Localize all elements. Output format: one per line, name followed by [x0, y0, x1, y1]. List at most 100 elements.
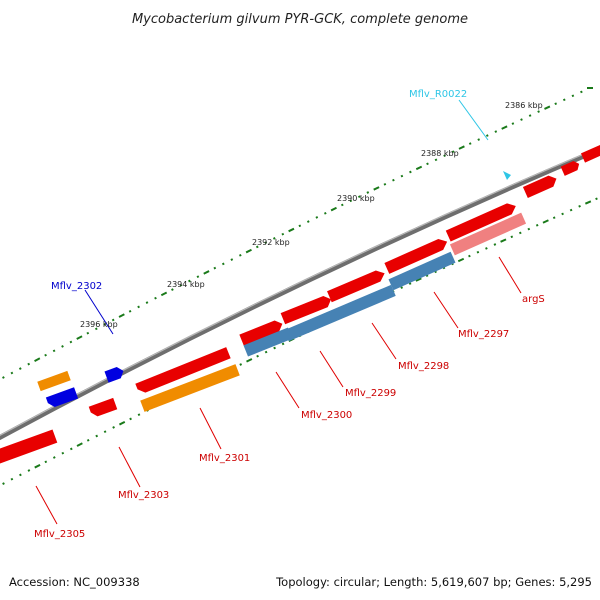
minor-tick — [264, 241, 268, 244]
gene-label[interactable]: Mflv_2303 — [118, 490, 169, 501]
map-title: Mycobacterium gilvum PYR-GCK, complete g… — [132, 12, 468, 27]
major-tick — [457, 257, 465, 263]
gene-label[interactable]: Mflv_2305 — [34, 529, 85, 540]
gene-feature[interactable] — [449, 212, 527, 256]
scale-label: 2396 kbp — [80, 320, 118, 329]
gene-feature[interactable] — [284, 284, 396, 342]
minor-tick — [273, 346, 276, 350]
trna-marker[interactable] — [503, 171, 511, 180]
gene-arrow[interactable] — [88, 397, 118, 418]
minor-tick — [44, 460, 48, 464]
minor-tick — [69, 447, 73, 451]
scale-label: 2386 kbp — [505, 101, 543, 110]
major-tick — [584, 200, 592, 205]
minor-tick — [383, 182, 387, 186]
minor-tick — [188, 279, 191, 283]
minor-tick — [95, 434, 99, 438]
minor-tick — [129, 417, 132, 421]
scale-label: 2394 kbp — [167, 280, 205, 289]
label-leaders — [35, 99, 522, 525]
minor-tick — [61, 451, 65, 455]
minor-tick — [272, 237, 276, 240]
minor-tick — [86, 438, 90, 442]
minor-tick — [27, 362, 31, 366]
gene-arrow[interactable] — [560, 159, 582, 176]
gene-label[interactable]: argS — [522, 294, 545, 305]
minor-tick — [264, 350, 268, 354]
gene-label[interactable]: Mflv_R0022 — [409, 89, 467, 100]
minor-tick — [255, 245, 259, 249]
minor-tick — [44, 353, 47, 357]
major-tick — [34, 463, 41, 469]
gene-arrow[interactable] — [327, 268, 387, 303]
minor-tick — [18, 367, 22, 370]
major-tick — [587, 87, 593, 89]
minor-tick — [528, 114, 532, 117]
major-tick — [415, 165, 423, 171]
minor-tick — [595, 197, 598, 201]
minor-tick — [569, 208, 573, 212]
gene-arrow[interactable] — [239, 318, 284, 346]
gene-feature[interactable] — [243, 327, 293, 357]
major-tick — [458, 145, 465, 150]
gene-label[interactable]: Mflv_2300 — [301, 410, 352, 421]
minor-tick — [128, 309, 132, 313]
gene-arrow[interactable] — [135, 347, 231, 395]
major-tick — [330, 206, 337, 212]
gene-label[interactable]: Mflv_2298 — [398, 361, 449, 372]
gene-label[interactable]: Mflv_2299 — [345, 388, 396, 399]
major-tick — [246, 358, 253, 363]
minor-tick — [552, 216, 556, 220]
gene-arrow[interactable] — [45, 387, 79, 409]
minor-tick — [298, 224, 302, 228]
minor-tick — [238, 253, 242, 257]
minor-tick — [468, 254, 471, 258]
major-tick — [542, 219, 549, 224]
gene-label[interactable]: Mflv_2297 — [458, 329, 509, 340]
major-tick — [118, 313, 125, 318]
minor-tick — [537, 110, 540, 113]
minor-tick — [10, 371, 14, 375]
gene-features — [0, 144, 600, 467]
minor-tick — [213, 266, 217, 270]
gene-labels: Mflv_R0022 Mflv_2302 argS Mflv_2297 Mflv… — [34, 89, 545, 540]
minor-tick — [94, 327, 98, 331]
gene-arrow[interactable] — [522, 173, 559, 198]
major-tick — [203, 270, 210, 275]
gene-arrow[interactable] — [280, 294, 334, 325]
major-tick — [160, 291, 168, 297]
gene-arrow[interactable] — [445, 200, 518, 242]
minor-tick — [154, 296, 157, 300]
minor-tick — [477, 138, 481, 141]
gene-feature[interactable] — [37, 370, 71, 392]
minor-tick — [400, 286, 404, 289]
minor-tick — [494, 130, 498, 133]
minor-tick — [281, 232, 285, 236]
gene-arrow[interactable] — [580, 144, 600, 163]
minor-tick — [357, 195, 361, 199]
minor-tick — [561, 212, 564, 216]
minor-tick — [171, 288, 174, 291]
minor-tick — [221, 262, 225, 266]
gene-feature[interactable] — [140, 364, 240, 412]
major-tick — [76, 442, 83, 447]
minor-tick — [111, 318, 115, 322]
gene-feature[interactable] — [0, 429, 58, 467]
minor-tick — [179, 283, 183, 287]
gene-feature[interactable] — [388, 251, 456, 291]
minor-tick — [239, 363, 243, 366]
minor-tick — [256, 354, 259, 358]
topology-text: Topology: circular; Length: 5,619,607 bp… — [275, 575, 592, 589]
major-tick — [245, 248, 252, 254]
gene-arrow[interactable] — [384, 236, 449, 274]
minor-tick — [315, 216, 319, 219]
minor-tick — [230, 258, 234, 261]
minor-tick — [10, 477, 14, 481]
minor-tick — [196, 275, 200, 279]
gene-arrow[interactable] — [104, 365, 125, 383]
minor-tick — [349, 199, 353, 203]
gene-label[interactable]: Mflv_2301 — [199, 453, 250, 464]
gene-label[interactable]: Mflv_2302 — [51, 281, 102, 292]
minor-tick — [485, 134, 489, 137]
major-tick — [544, 105, 551, 110]
